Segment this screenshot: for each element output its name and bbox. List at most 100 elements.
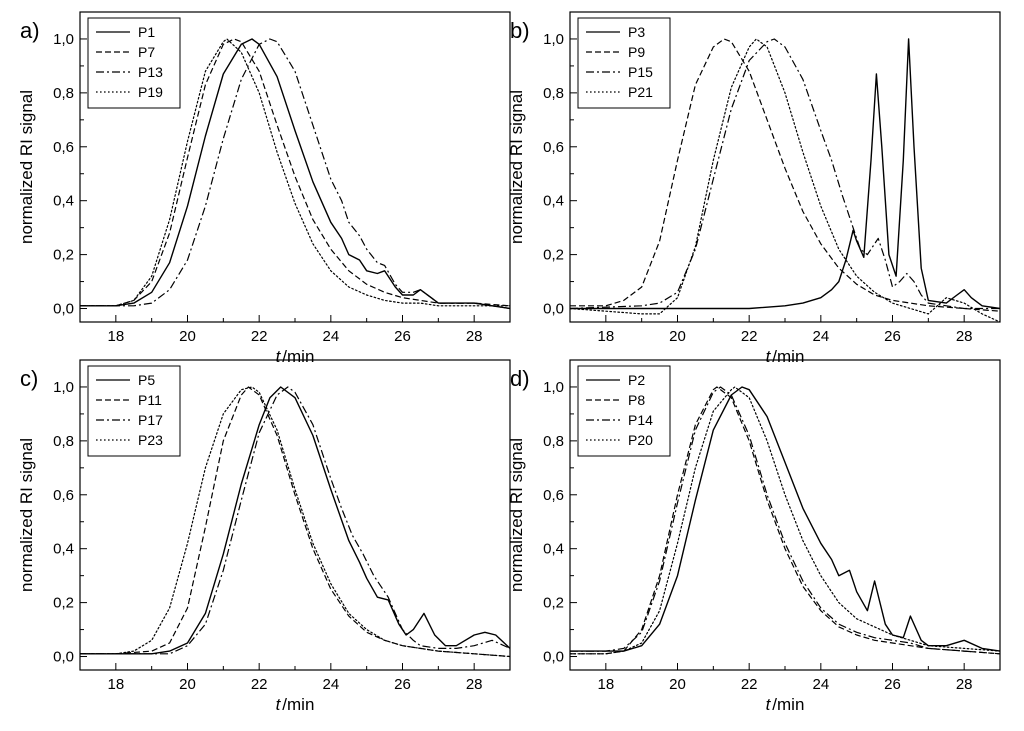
x-tick-label: 20 [669,676,686,693]
x-axis-title: t/min [276,347,315,366]
chart-panel-b: 18 20 22 24 26 28 0,0 0,2 0,4 0,6 0,8 1,0 t/min norma… [507,11,1001,366]
legend-label-p15: P15 [628,64,653,80]
series-line-p2 [570,386,1000,652]
legend-label-p11: P11 [138,392,162,408]
y-tick-label: 0,4 [53,193,74,210]
x-tick-label: 20 [669,328,686,345]
series-line-p9 [570,38,1000,312]
y-tick-label: 0,2 [543,247,564,264]
series-line-p23 [80,386,510,658]
chart-panel-a: 18 20 22 24 26 28 0,0 0,2 0,4 0,6 0,8 1,0 t/min norma… [17,11,511,366]
series-group [570,38,1000,322]
y-axis-title: normalized RI signal [17,438,36,592]
legend: P2 P8 P14 P20 [577,365,671,457]
y-tick-label: 1,0 [53,379,74,396]
y-tick-label: 0,6 [543,139,564,156]
y-tick-label: 0,8 [543,85,564,102]
y-tick-label: 0,4 [543,541,564,558]
series-line-p19 [80,38,510,307]
x-tick-label: 28 [956,328,973,345]
x-axis-title: t/min [766,347,805,366]
legend-label-p1: P1 [138,24,155,40]
y-tick-label: 0,0 [53,301,74,318]
panel-label: b) [510,18,530,43]
x-tick-label: 26 [394,328,411,345]
y-tick-label: 0,8 [53,433,74,450]
legend-label-p7: P7 [138,44,155,60]
legend: P1 P7 P13 P19 [87,17,181,109]
y-tick-label: 0,0 [543,301,564,318]
y-tick-label: 0,2 [53,595,74,612]
x-axis-unit: /min [772,347,804,366]
y-tick-label: 0,8 [543,433,564,450]
x-tick-label: 24 [812,328,829,345]
series-line-p7 [80,38,510,307]
x-tick-label: 22 [251,328,268,345]
legend-label-p21: P21 [628,84,653,100]
y-tick-label: 1,0 [53,31,74,48]
y-tick-label: 0,8 [53,85,74,102]
x-tick-label: 26 [884,676,901,693]
x-axis-unit: /min [282,347,314,366]
series-line-p5 [80,386,510,655]
x-tick-label: 28 [956,676,973,693]
x-tick-label: 24 [322,676,339,693]
y-tick-label: 0,2 [53,247,74,264]
x-axis-variable: t [766,695,772,714]
series-group [80,38,510,310]
series-line-p14 [570,386,1000,655]
x-axis-title: t/min [276,695,315,714]
legend: P5 P11 P17 P23 [87,365,181,457]
x-tick-label: 20 [179,676,196,693]
legend-label-p3: P3 [628,24,645,40]
series-line-p21 [570,38,1000,322]
x-tick-label: 18 [107,676,124,693]
legend-box [577,365,671,457]
legend-label-p5: P5 [138,372,155,388]
legend-label-p13: P13 [138,64,163,80]
legend-label-p9: P9 [628,44,645,60]
x-axis-title: t/min [766,695,805,714]
x-tick-label: 22 [741,676,758,693]
y-tick-label: 1,0 [543,31,564,48]
x-tick-label: 28 [466,328,483,345]
x-tick-label: 28 [466,676,483,693]
y-tick-label: 0,6 [543,487,564,504]
x-axis-variable: t [276,695,282,714]
y-tick-label: 0,6 [53,139,74,156]
legend-label-p20: P20 [628,432,653,448]
x-axis-variable: t [276,347,282,366]
x-tick-label: 22 [741,328,758,345]
series-line-p15 [570,38,1000,310]
series-line-p13 [80,38,510,310]
legend-box [87,17,181,109]
series-line-p8 [570,386,1000,655]
y-axis-title: normalized RI signal [507,90,526,244]
panel-label: c) [20,366,38,391]
x-tick-label: 18 [107,328,124,345]
series-line-p3 [570,38,1000,310]
x-axis-unit: /min [772,695,804,714]
x-tick-label: 24 [812,676,829,693]
legend-box [577,17,671,109]
chart-panel-d: 18 20 22 24 26 28 0,0 0,2 0,4 0,6 0,8 1,0 t/min norma… [507,359,1001,714]
x-tick-label: 24 [322,328,339,345]
y-tick-label: 1,0 [543,379,564,396]
legend-label-p19: P19 [138,84,163,100]
x-axis-unit: /min [282,695,314,714]
legend: P3 P9 P15 P21 [577,17,671,109]
x-tick-label: 20 [179,328,196,345]
panel-label: a) [20,18,40,43]
x-tick-label: 18 [597,328,614,345]
series-line-p20 [570,386,1000,655]
y-tick-label: 0,2 [543,595,564,612]
x-tick-label: 26 [394,676,411,693]
x-axis-variable: t [766,347,772,366]
x-tick-label: 26 [884,328,901,345]
panel-label: d) [510,366,530,391]
legend-label-p2: P2 [628,372,645,388]
legend-label-p14: P14 [628,412,653,428]
legend-label-p17: P17 [138,412,163,428]
y-tick-label: 0,0 [543,649,564,666]
